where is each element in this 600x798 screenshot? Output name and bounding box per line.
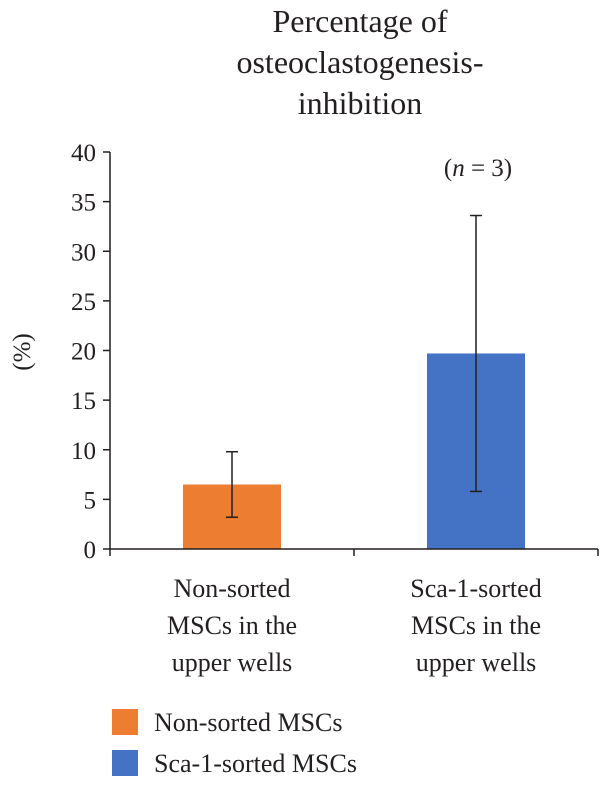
y-tick-label: 0	[84, 537, 97, 564]
x-category-label: upper wells	[172, 648, 293, 677]
sample-size-annotation: (n = 3)	[444, 155, 512, 182]
y-tick-label: 30	[71, 239, 96, 266]
y-tick-label: 20	[71, 339, 96, 366]
title-line: inhibition	[298, 85, 422, 121]
y-tick-label: 10	[71, 438, 96, 465]
y-tick-label: 35	[71, 190, 96, 217]
y-tick-label: 5	[84, 487, 97, 514]
legend-swatch	[112, 709, 138, 735]
title-line: osteoclastogenesis-	[236, 44, 483, 80]
y-axis: 0 5 10 15 20 25 30 35 40	[71, 140, 111, 564]
legend-swatch	[112, 750, 138, 776]
x-category-label: MSCs in the	[411, 611, 541, 640]
annotation-prefix: (	[444, 155, 452, 182]
annotation-variable: n	[452, 155, 465, 182]
legend: Non-sorted MSCs Sca-1-sorted MSCs	[112, 708, 357, 778]
annotation-suffix: = 3)	[465, 155, 512, 182]
legend-label: Sca-1-sorted MSCs	[154, 749, 357, 778]
x-category-label: Non-sorted	[174, 574, 291, 603]
bars	[183, 214, 525, 549]
legend-label: Non-sorted MSCs	[154, 708, 343, 737]
title-line: Percentage of	[272, 3, 447, 39]
chart-title: Percentage of osteoclastogenesis-inhibiti…	[236, 3, 483, 121]
annotation-text: (n = 3)	[444, 155, 512, 182]
x-category-label: upper wells	[416, 648, 537, 677]
y-tick-label: 25	[71, 289, 96, 316]
x-axis: Non-sorted MSCs in the upper wells Sca-1-so…	[109, 548, 599, 677]
x-category-label: MSCs in the	[167, 611, 297, 640]
y-tick-label: 15	[71, 388, 96, 415]
x-category-label: Sca-1-sorted	[410, 574, 541, 603]
y-tick-label: 40	[71, 140, 96, 167]
y-axis-label: (%)	[9, 333, 36, 370]
